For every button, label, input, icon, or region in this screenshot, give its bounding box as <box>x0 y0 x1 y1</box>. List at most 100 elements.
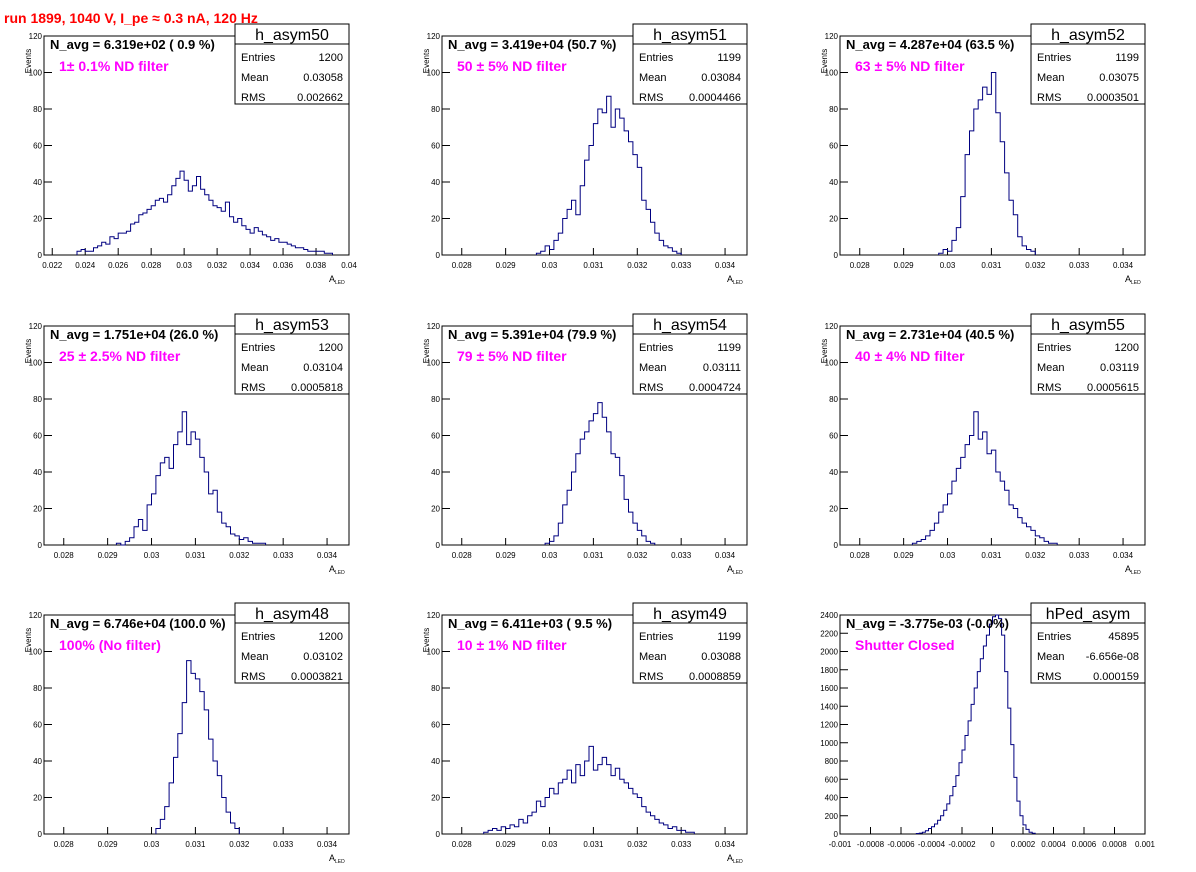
stat-value: 0.0003821 <box>291 671 343 683</box>
stat-label: RMS <box>639 92 663 104</box>
x-axis-label: ALED <box>727 853 743 865</box>
x-tick-label: 0.029 <box>98 840 119 849</box>
histogram-line <box>938 72 1036 255</box>
x-axis-label: ALED <box>329 853 345 865</box>
filter-note: 100% (No filter) <box>59 637 161 653</box>
y-tick-label: 600 <box>825 775 839 784</box>
x-tick-label: 0.029 <box>894 551 915 560</box>
stats-box <box>1030 313 1146 395</box>
x-tick-label: 0.032 <box>207 261 228 270</box>
x-tick-label: 0.033 <box>273 840 294 849</box>
stats-box <box>1030 602 1146 684</box>
stat-value: 1200 <box>319 52 343 64</box>
stat-label: Mean <box>1037 651 1065 663</box>
histogram-panel-hPed_asym: 0 200 400 600 800 1000 1200 1400 1600 1800 2000 220… <box>820 602 1156 849</box>
stat-value: 1200 <box>319 631 343 643</box>
histogram-panel-h_asym49: 0 20 40 60 80 100 120 0.028 0.029 0.03 0.031 0.032 0… <box>422 602 748 865</box>
x-tick-label: 0.032 <box>627 261 648 270</box>
stat-value: 0.0005818 <box>291 382 343 394</box>
y-tick-label: 120 <box>29 32 43 41</box>
y-tick-label: 120 <box>427 611 441 620</box>
y-tick-label: 60 <box>33 432 42 441</box>
y-tick-label: 20 <box>829 215 838 224</box>
y-tick-label: 20 <box>431 505 440 514</box>
x-tick-label: 0.034 <box>715 551 736 560</box>
x-tick-label: -0.0002 <box>948 840 976 849</box>
histogram-line <box>544 402 656 545</box>
histogram-line <box>535 95 682 255</box>
x-tick-label: 0.0002 <box>1011 840 1036 849</box>
n-avg-label: N_avg = 5.391e+04 (79.9 %) <box>448 327 616 342</box>
histogram-panel-h_asym52: 0 20 40 60 80 100 120 0.028 0.029 0.03 0.031 0.032 0… <box>820 23 1146 286</box>
stat-value: 0.03102 <box>303 651 343 663</box>
x-tick-label: 0.001 <box>1135 840 1156 849</box>
x-tick-label: 0.03 <box>940 551 956 560</box>
histogram-panel-h_asym55: 0 20 40 60 80 100 120 0.028 0.029 0.03 0.031 0.032 0… <box>820 313 1146 576</box>
y-tick-label: 200 <box>825 812 839 821</box>
x-tick-label: 0.031 <box>583 840 604 849</box>
y-axis-label: Events <box>820 339 829 363</box>
x-tick-label: 0.029 <box>496 551 517 560</box>
x-axis-label: ALED <box>329 564 345 576</box>
histogram-name: h_asym50 <box>255 27 329 44</box>
x-tick-label: 0.031 <box>981 261 1002 270</box>
y-tick-label: 0 <box>834 830 839 839</box>
stat-label: Mean <box>241 651 269 663</box>
y-tick-label: 100 <box>29 359 43 368</box>
y-axis-label: Events <box>422 49 431 73</box>
y-tick-label: 0 <box>834 541 839 550</box>
stat-value: 0.03111 <box>703 362 741 374</box>
stat-label: Mean <box>1037 362 1065 374</box>
x-tick-label: 0.028 <box>54 840 75 849</box>
y-tick-label: 1800 <box>820 666 838 675</box>
y-tick-label: 100 <box>427 69 441 78</box>
stat-label: RMS <box>639 671 663 683</box>
stat-label: Entries <box>1037 52 1072 64</box>
stat-label: Mean <box>241 72 269 84</box>
n-avg-label: N_avg = 6.319e+02 ( 0.9 %) <box>50 37 215 52</box>
x-tick-label: 0.032 <box>229 840 250 849</box>
y-tick-label: 1200 <box>820 721 838 730</box>
stat-label: Mean <box>639 72 667 84</box>
y-axis-label: Events <box>422 339 431 363</box>
y-tick-label: 120 <box>427 322 441 331</box>
y-tick-label: 40 <box>431 468 440 477</box>
stat-value: 0.03075 <box>1099 72 1139 84</box>
filter-note: 63 ± 5% ND filter <box>855 58 965 74</box>
x-tick-label: -0.001 <box>829 840 852 849</box>
x-tick-label: 0.028 <box>452 840 473 849</box>
y-tick-label: 120 <box>427 32 441 41</box>
y-tick-label: 0 <box>38 830 43 839</box>
y-tick-label: 0 <box>436 541 441 550</box>
stat-value: 0.03104 <box>303 362 343 374</box>
x-tick-label: 0.031 <box>185 840 206 849</box>
y-tick-label: 20 <box>431 215 440 224</box>
y-tick-label: 120 <box>29 611 43 620</box>
histogram-name: h_asym55 <box>1051 317 1125 334</box>
filter-note: Shutter Closed <box>855 637 955 653</box>
y-axis-label: Events <box>24 49 33 73</box>
x-axis-label: ALED <box>727 564 743 576</box>
x-tick-label: 0.038 <box>306 261 327 270</box>
x-tick-label: 0 <box>990 840 995 849</box>
stat-value: 0.0005615 <box>1087 382 1139 394</box>
stat-value: 0.000159 <box>1093 671 1139 683</box>
histogram-name: h_asym52 <box>1051 27 1125 44</box>
stat-value: 0.03088 <box>701 651 741 663</box>
y-axis-label: Events <box>24 628 33 652</box>
y-tick-label: 80 <box>431 105 440 114</box>
stat-label: Entries <box>639 342 674 354</box>
stat-value: 0.0004724 <box>689 382 741 394</box>
x-tick-label: -0.0008 <box>857 840 885 849</box>
y-tick-label: 2200 <box>820 629 838 638</box>
stat-value: 0.03058 <box>303 72 343 84</box>
page-title: run 1899, 1040 V, I_pe ≈ 0.3 nA, 120 Hz <box>4 10 258 26</box>
stat-label: Mean <box>241 362 269 374</box>
stats-box <box>1030 23 1146 105</box>
histogram-line <box>115 411 267 546</box>
y-tick-label: 40 <box>33 178 42 187</box>
x-tick-label: -0.0004 <box>918 840 946 849</box>
x-tick-label: 0.0006 <box>1072 840 1097 849</box>
